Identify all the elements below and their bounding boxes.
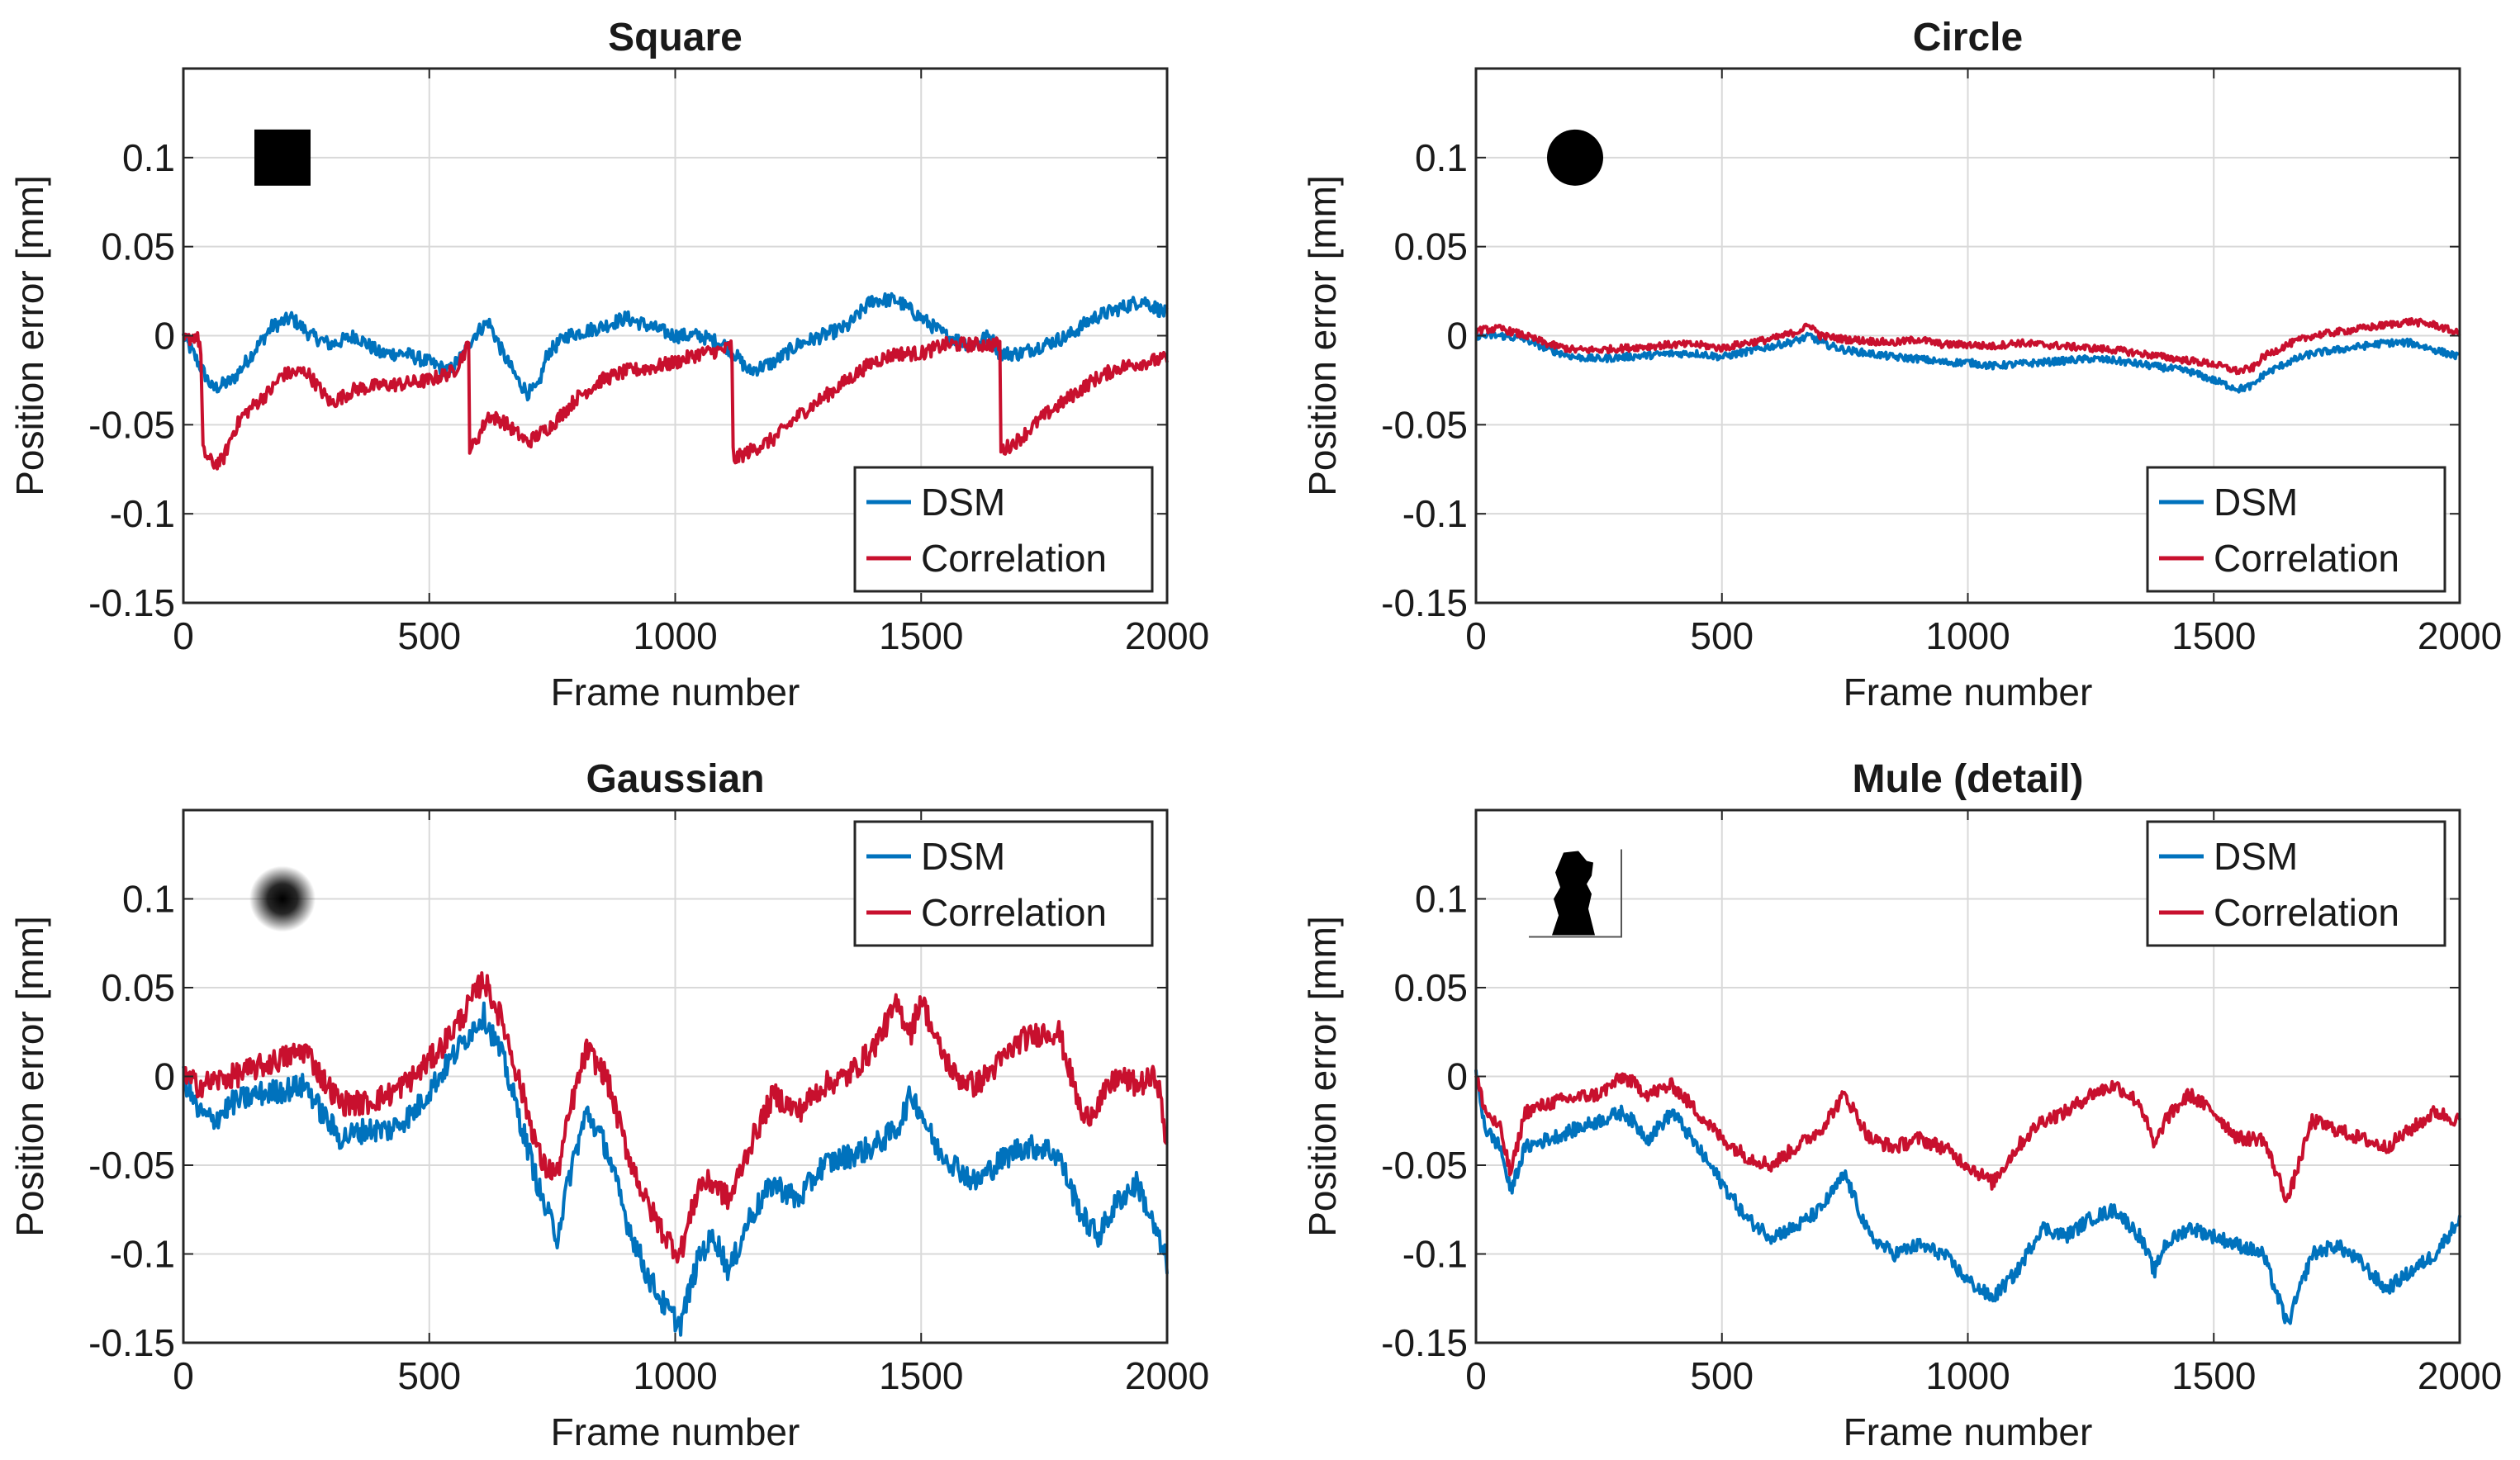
x-tick-label: 0 bbox=[173, 614, 194, 657]
legend-box bbox=[2146, 466, 2446, 593]
chart-panel-1: 0 500 1000 1500 2000 -0.15 -0.1 -0.05 0 0.05 0.1 Sq… bbox=[8, 16, 1209, 713]
x-tick-label: 0 bbox=[1465, 614, 1487, 657]
legend: DSM Correlation bbox=[853, 820, 1154, 947]
legend: DSM Correlation bbox=[2146, 820, 2446, 947]
legend-label-dsm: DSM bbox=[2214, 835, 2298, 878]
x-tick-label: 500 bbox=[1690, 614, 1754, 657]
y-tick-label: 0.05 bbox=[101, 225, 175, 268]
y-tick-label: 0.05 bbox=[1393, 966, 1468, 1009]
series-line-dsm bbox=[182, 292, 1169, 402]
legend-label-correlation: Correlation bbox=[2214, 537, 2399, 580]
x-tick-label: 1500 bbox=[2171, 614, 2256, 657]
y-tick-label: -0.15 bbox=[1381, 581, 1468, 624]
legend-label-dsm: DSM bbox=[921, 835, 1005, 878]
y-tick-label: 0 bbox=[1446, 315, 1468, 358]
chart-title: Gaussian bbox=[586, 757, 764, 801]
x-tick-label: 0 bbox=[173, 1354, 194, 1397]
x-tick-label: 500 bbox=[1690, 1354, 1754, 1397]
x-tick-label: 500 bbox=[397, 614, 461, 657]
y-tick-label: -0.15 bbox=[88, 1321, 175, 1364]
legend-box bbox=[853, 466, 1154, 593]
x-tick-label: 1500 bbox=[879, 1354, 963, 1397]
y-tick-label: 0.1 bbox=[122, 136, 175, 179]
y-tick-label: -0.1 bbox=[110, 492, 175, 535]
y-tick-label: 0.05 bbox=[101, 966, 175, 1009]
y-tick-label: -0.05 bbox=[1381, 1144, 1468, 1187]
x-tick-label: 2000 bbox=[2418, 1354, 2502, 1397]
y-tick-label: -0.1 bbox=[110, 1233, 175, 1276]
y-tick-label: -0.05 bbox=[1381, 403, 1468, 446]
x-axis-label: Frame number bbox=[551, 671, 800, 713]
y-tick-label: 0 bbox=[154, 315, 175, 358]
x-tick-label: 1500 bbox=[879, 614, 963, 657]
series-line-dsm bbox=[1475, 330, 2461, 394]
series-line-dsm bbox=[1474, 1069, 2461, 1325]
x-tick-label: 2000 bbox=[1125, 614, 1209, 657]
y-tick-label: 0.1 bbox=[1415, 878, 1468, 921]
gaussian-blob bbox=[249, 865, 316, 932]
gaussian-target-icon bbox=[249, 865, 316, 932]
square-shape bbox=[254, 129, 311, 186]
y-tick-label: 0 bbox=[154, 1055, 175, 1098]
chart-panel-3: 0 500 1000 1500 2000 -0.15 -0.1 -0.05 0 0.05 0.1 Ga… bbox=[8, 757, 1209, 1453]
y-tick-label: -0.05 bbox=[88, 1144, 175, 1187]
legend-box bbox=[853, 820, 1154, 947]
series-line-correlation bbox=[1474, 1072, 2461, 1203]
y-tick-label: 0 bbox=[1446, 1055, 1468, 1098]
x-tick-label: 2000 bbox=[1125, 1354, 1209, 1397]
series-line-correlation bbox=[182, 971, 1169, 1264]
legend-label-correlation: Correlation bbox=[921, 891, 1107, 934]
y-axis-label: Position error [mm] bbox=[8, 916, 51, 1237]
legend: DSM Correlation bbox=[2146, 466, 2446, 593]
series-line-correlation bbox=[182, 331, 1169, 471]
x-tick-label: 0 bbox=[1465, 1354, 1487, 1397]
circle-shape bbox=[1547, 129, 1603, 186]
x-tick-label: 1500 bbox=[2171, 1354, 2256, 1397]
x-tick-label: 1000 bbox=[1925, 614, 2010, 657]
mule-silhouette-icon bbox=[1529, 849, 1622, 938]
series-line-correlation bbox=[1474, 317, 2461, 376]
mule-frame bbox=[1529, 849, 1622, 938]
chart-panel-2: 0 500 1000 1500 2000 -0.15 -0.1 -0.05 0 0.05 0.1 Ci… bbox=[1301, 16, 2502, 713]
legend-label-dsm: DSM bbox=[921, 481, 1005, 524]
y-tick-label: -0.1 bbox=[1402, 492, 1468, 535]
x-tick-label: 1000 bbox=[633, 614, 717, 657]
y-tick-label: -0.05 bbox=[88, 403, 175, 446]
y-axis-label: Position error [mm] bbox=[1301, 175, 1344, 496]
chart-panel-4: 0 500 1000 1500 2000 -0.15 -0.1 -0.05 0 0.05 0.1 Mu… bbox=[1301, 757, 2502, 1453]
legend: DSM Correlation bbox=[853, 466, 1154, 593]
mule-shape bbox=[1552, 851, 1595, 936]
legend-box bbox=[2146, 820, 2446, 947]
x-tick-label: 1000 bbox=[633, 1354, 717, 1397]
x-tick-label: 500 bbox=[397, 1354, 461, 1397]
y-axis-label: Position error [mm] bbox=[8, 175, 51, 496]
x-axis-label: Frame number bbox=[1844, 671, 2093, 713]
chart-title: Circle bbox=[1913, 16, 2023, 59]
legend-label-correlation: Correlation bbox=[2214, 891, 2399, 934]
x-axis-label: Frame number bbox=[1844, 1410, 2093, 1453]
y-tick-label: 0.05 bbox=[1393, 225, 1468, 268]
chart-title: Square bbox=[608, 16, 743, 59]
y-tick-label: 0.1 bbox=[1415, 136, 1468, 179]
series-line-dsm bbox=[182, 1001, 1169, 1337]
y-tick-label: 0.1 bbox=[122, 878, 175, 921]
circle-target-icon bbox=[1547, 129, 1603, 186]
y-tick-label: -0.15 bbox=[88, 581, 175, 624]
y-tick-label: -0.15 bbox=[1381, 1321, 1468, 1364]
x-tick-label: 1000 bbox=[1925, 1354, 2010, 1397]
x-tick-label: 2000 bbox=[2418, 614, 2502, 657]
y-axis-label: Position error [mm] bbox=[1301, 916, 1344, 1237]
legend-label-dsm: DSM bbox=[2214, 481, 2298, 524]
square-target-icon bbox=[254, 129, 311, 186]
legend-label-correlation: Correlation bbox=[921, 537, 1107, 580]
chart-title: Mule (detail) bbox=[1852, 757, 2083, 801]
x-axis-label: Frame number bbox=[551, 1410, 800, 1453]
y-tick-label: -0.1 bbox=[1402, 1233, 1468, 1276]
